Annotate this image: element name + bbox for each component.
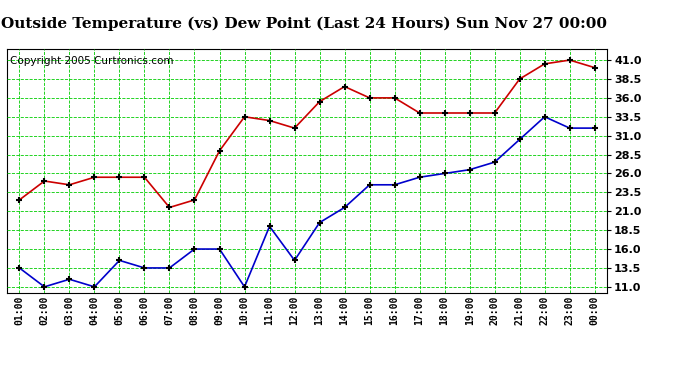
- Text: Copyright 2005 Curtronics.com: Copyright 2005 Curtronics.com: [10, 56, 173, 66]
- Text: Outside Temperature (vs) Dew Point (Last 24 Hours) Sun Nov 27 00:00: Outside Temperature (vs) Dew Point (Last…: [1, 17, 607, 31]
